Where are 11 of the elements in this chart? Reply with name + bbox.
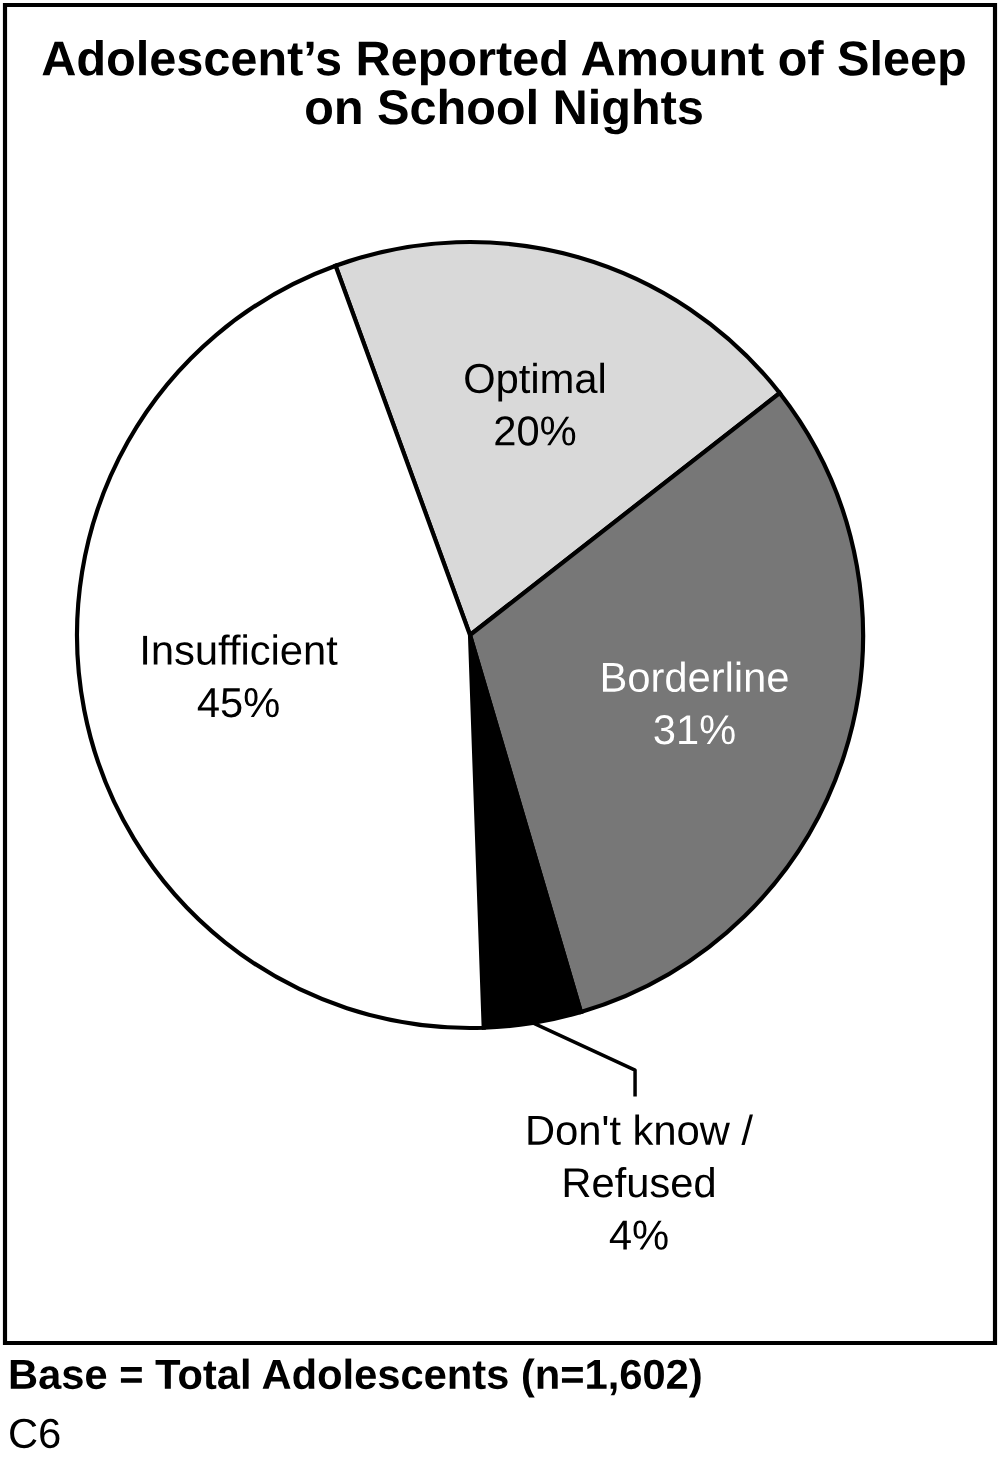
slice-label: Borderline — [602, 661, 788, 693]
data-label: 45% — [197, 688, 279, 718]
slice-label: Insufficient — [143, 634, 338, 665]
data-label: 20% — [495, 416, 576, 446]
slice-label: Optimal — [465, 362, 604, 402]
text: Base = Total Adolescents (n=1,602) — [10, 1358, 701, 1398]
text: C6 — [10, 1418, 60, 1449]
chart-title: Adolescent’s Reported Amount of Sleep on School Nights — [42, 40, 965, 135]
slice-label: Don't know / Refused — [528, 1114, 753, 1198]
data-label: 4% — [609, 1220, 668, 1250]
data-label: 31% — [654, 714, 735, 745]
